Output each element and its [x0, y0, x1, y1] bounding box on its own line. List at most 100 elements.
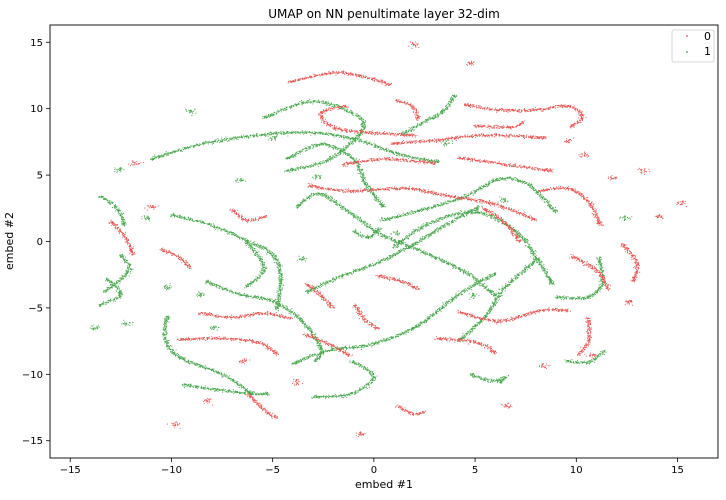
data-point [404, 248, 406, 250]
data-point [281, 276, 283, 278]
data-point [366, 225, 368, 227]
data-point [466, 274, 468, 276]
data-point [297, 359, 299, 361]
data-point [342, 277, 344, 279]
data-point [482, 277, 484, 279]
data-point [425, 158, 427, 160]
data-point [353, 270, 355, 272]
data-point [438, 204, 440, 206]
data-point [347, 142, 350, 144]
data-point [330, 102, 333, 104]
data-point [347, 138, 349, 140]
data-point [358, 115, 360, 117]
data-point [321, 285, 323, 287]
data-point [314, 287, 316, 289]
data-point [319, 131, 321, 133]
data-point [314, 101, 316, 103]
data-point [291, 132, 293, 134]
data-point [271, 256, 273, 258]
data-point [424, 254, 426, 256]
data-point [429, 235, 431, 237]
data-point [417, 157, 419, 159]
data-point [306, 131, 308, 133]
data-point [347, 274, 349, 276]
data-point [425, 160, 427, 162]
data-point [322, 133, 324, 135]
data-point [349, 142, 351, 144]
data-point [304, 327, 306, 329]
data-point [456, 267, 458, 269]
data-point [324, 194, 327, 196]
data-point [235, 138, 238, 140]
data-point [353, 347, 355, 349]
data-point [314, 133, 316, 135]
data-point [306, 289, 309, 291]
data-point [331, 103, 333, 106]
data-point [364, 121, 366, 124]
data-point [330, 133, 332, 135]
data-point [390, 336, 392, 338]
data-point [533, 189, 535, 191]
data-point [279, 290, 281, 292]
data-point [322, 100, 324, 102]
data-point [410, 246, 412, 248]
data-point [225, 289, 227, 291]
data-point [423, 322, 425, 324]
data-point [435, 312, 437, 314]
data-point [277, 272, 279, 274]
data-point [315, 355, 317, 357]
data-point [417, 248, 419, 250]
data-point [302, 166, 304, 168]
data-point [207, 280, 209, 282]
data-point [438, 228, 440, 230]
data-point [433, 256, 435, 258]
data-point [438, 307, 440, 309]
data-point [436, 159, 438, 161]
data-point [416, 243, 418, 245]
data-point [220, 141, 222, 143]
data-point [401, 249, 403, 252]
data-point [380, 235, 382, 237]
data-point [434, 256, 436, 258]
data-point [385, 235, 387, 237]
data-point [331, 158, 333, 160]
data-point [432, 160, 434, 162]
data-point [271, 298, 273, 300]
data-point [433, 257, 435, 259]
data-point [275, 302, 277, 305]
data-point [456, 216, 458, 218]
data-point [414, 242, 416, 244]
data-point [325, 285, 327, 287]
data-point [455, 199, 457, 201]
data-point [417, 323, 419, 325]
data-point [341, 273, 343, 275]
data-point [328, 350, 331, 352]
data-point [319, 355, 321, 357]
data-point [278, 301, 280, 303]
data-point [281, 289, 283, 291]
data-point [323, 162, 326, 164]
data-point [299, 361, 301, 363]
data-point [199, 220, 201, 222]
data-point [243, 134, 245, 136]
data-point [446, 200, 448, 202]
data-point [379, 231, 381, 233]
data-point [266, 249, 268, 251]
data-point [154, 154, 156, 156]
data-point [484, 286, 486, 288]
data-point [238, 293, 240, 295]
data-point [304, 199, 307, 201]
data-point [439, 257, 441, 260]
data-point [297, 314, 299, 316]
data-point [291, 105, 293, 107]
data-point [328, 282, 330, 284]
data-point [226, 233, 228, 235]
data-point [244, 238, 246, 240]
data-point [476, 189, 478, 191]
point-strand [149, 130, 441, 164]
data-point [279, 300, 281, 302]
data-point [292, 362, 294, 365]
data-point [208, 283, 210, 285]
data-point [302, 131, 304, 134]
data-point [315, 359, 317, 361]
